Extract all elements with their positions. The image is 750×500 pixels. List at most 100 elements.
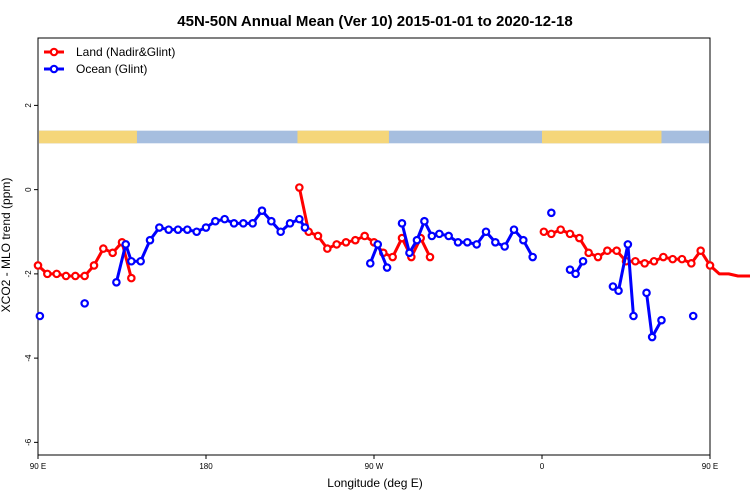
data-point: [593, 252, 603, 262]
data-point: [642, 288, 651, 298]
data-point: [509, 225, 519, 234]
data-point: [341, 237, 351, 247]
data-point: [183, 225, 192, 234]
y-tick-label: -4: [24, 354, 33, 362]
axes: 90 E 180 90 W 0 90 E 2 0 -2 -4 -6: [24, 103, 718, 471]
strip-land-segment: [297, 130, 389, 144]
data-point: [360, 231, 369, 241]
y-tick-label: -2: [24, 270, 33, 278]
data-point: [629, 311, 638, 321]
data-point: [578, 256, 588, 266]
data-point: [295, 214, 304, 224]
data-point: [668, 254, 677, 264]
data-point: [687, 259, 696, 268]
data-point: [351, 235, 360, 245]
data-point: [539, 227, 549, 237]
data-point: [127, 273, 136, 283]
data-point: [229, 219, 239, 228]
data-point: [373, 240, 383, 249]
data-point: [556, 225, 565, 234]
data-point: [365, 259, 375, 268]
legend: Land (Nadir&Glint) Ocean (Glint): [44, 45, 175, 76]
strip-land-segment: [542, 130, 662, 144]
data-point: [99, 244, 108, 253]
data-point: [173, 225, 183, 234]
data-point: [323, 244, 332, 253]
data-point: [332, 240, 341, 249]
data-point: [211, 216, 220, 226]
data-point: [155, 223, 164, 232]
y-axis-label: XCO2 - MLO trend (ppm): [0, 178, 13, 313]
data-point: [659, 252, 668, 262]
series-line: [645, 292, 663, 339]
data-point: [584, 248, 593, 258]
data-point: [80, 271, 89, 281]
chart-title: 45N-50N Annual Mean (Ver 10) 2015-01-01 …: [177, 13, 572, 30]
x-tick-label: 90 E: [702, 462, 718, 471]
data-point: [481, 227, 491, 237]
x-tick-label: 0: [540, 462, 545, 471]
data-point: [420, 216, 429, 226]
data-point: [388, 252, 397, 262]
data-point: [33, 261, 43, 270]
data-point: [267, 216, 276, 226]
data-point: [257, 206, 267, 215]
series-land: [33, 183, 750, 283]
data-point: [80, 299, 89, 308]
data-point: [608, 282, 618, 291]
series-line: [400, 219, 534, 258]
data-point: [313, 231, 323, 241]
data-point: [500, 242, 509, 251]
data-point: [382, 263, 392, 272]
data-point: [612, 246, 621, 256]
data-point: [491, 237, 500, 247]
data-point: [35, 311, 45, 321]
data-point: [145, 235, 155, 245]
data-point: [397, 219, 407, 228]
data-point: [295, 183, 304, 192]
data-point: [121, 240, 131, 249]
data-point: [614, 286, 623, 296]
data-point: [425, 252, 435, 262]
data-point: [631, 256, 640, 266]
data-point: [201, 223, 211, 232]
data-point: [677, 254, 687, 264]
series-layer: [33, 183, 750, 342]
y-tick-label: 0: [24, 187, 33, 192]
series-line: [114, 209, 307, 283]
data-point: [565, 229, 575, 239]
data-point: [276, 227, 285, 237]
data-point: [427, 231, 437, 241]
data-point: [164, 225, 173, 234]
strip-land-segment: [39, 130, 137, 144]
data-point: [623, 240, 633, 249]
legend-ocean-label: Ocean (Glint): [76, 62, 147, 76]
data-point: [108, 248, 117, 258]
data-point: [453, 237, 463, 247]
data-point: [575, 233, 584, 243]
data-point: [405, 248, 414, 258]
data-point: [657, 315, 666, 325]
data-point: [547, 229, 556, 239]
data-point: [519, 235, 528, 245]
data-point: [136, 256, 145, 266]
legend-ocean-marker: [49, 64, 59, 74]
data-point: [705, 261, 715, 270]
data-point: [61, 271, 71, 281]
data-point: [647, 332, 657, 342]
data-point: [127, 256, 136, 266]
data-point: [220, 214, 229, 224]
data-point: [640, 259, 649, 268]
x-tick-label: 90 W: [365, 462, 384, 471]
data-point: [696, 246, 705, 256]
x-tick-label: 90 E: [30, 462, 46, 471]
data-point: [688, 311, 698, 321]
y-tick-label: 2: [24, 103, 33, 108]
series-line: [612, 242, 635, 317]
y-tick-label: -6: [24, 438, 33, 446]
data-point: [547, 208, 556, 218]
data-point: [112, 278, 121, 287]
data-point: [43, 269, 52, 279]
data-point: [571, 269, 580, 279]
